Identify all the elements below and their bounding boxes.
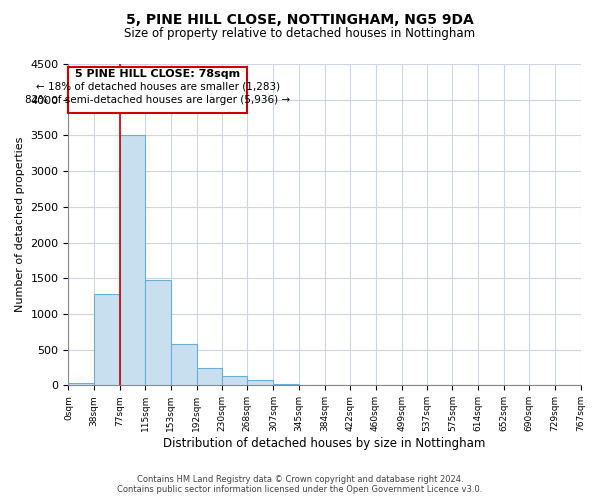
Bar: [94, 294, 120, 386]
Text: 82% of semi-detached houses are larger (5,936) →: 82% of semi-detached houses are larger (…: [25, 96, 290, 106]
Text: Size of property relative to detached houses in Nottingham: Size of property relative to detached ho…: [124, 28, 476, 40]
Bar: [145, 280, 170, 386]
X-axis label: Distribution of detached houses by size in Nottingham: Distribution of detached houses by size …: [163, 437, 485, 450]
Bar: [299, 384, 325, 386]
Text: Contains HM Land Registry data © Crown copyright and database right 2024.
Contai: Contains HM Land Registry data © Crown c…: [118, 474, 482, 494]
Y-axis label: Number of detached properties: Number of detached properties: [15, 137, 25, 312]
Bar: [247, 380, 274, 386]
Text: ← 18% of detached houses are smaller (1,283): ← 18% of detached houses are smaller (1,…: [36, 82, 280, 92]
Bar: [120, 136, 145, 386]
Text: 5, PINE HILL CLOSE, NOTTINGHAM, NG5 9DA: 5, PINE HILL CLOSE, NOTTINGHAM, NG5 9DA: [126, 12, 474, 26]
Bar: [170, 344, 197, 386]
Bar: [68, 383, 94, 386]
Bar: [197, 368, 222, 386]
Text: 5 PINE HILL CLOSE: 78sqm: 5 PINE HILL CLOSE: 78sqm: [76, 69, 241, 79]
FancyBboxPatch shape: [68, 67, 247, 112]
Bar: [274, 384, 299, 386]
Bar: [222, 376, 247, 386]
